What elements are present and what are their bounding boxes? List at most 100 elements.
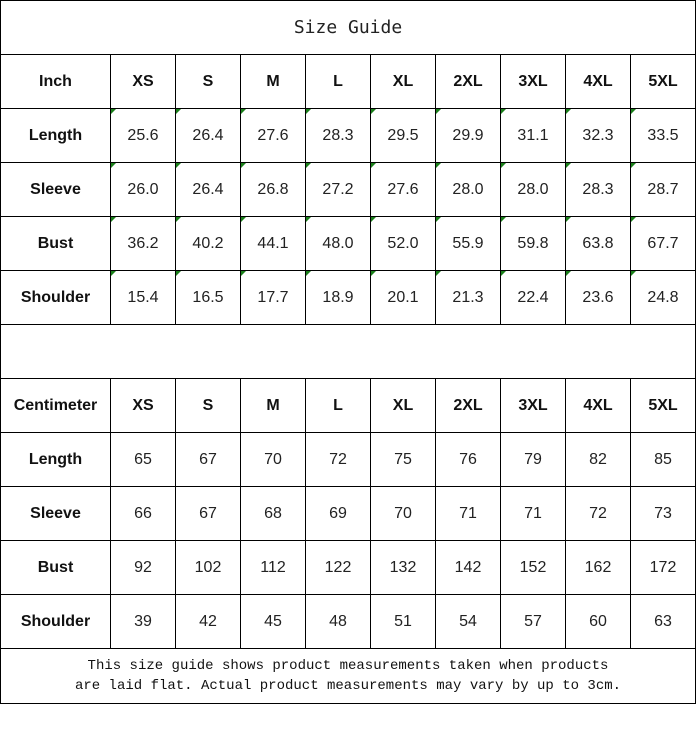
measurement-value: 79 xyxy=(500,432,566,487)
measurement-value-text: 26.0 xyxy=(127,180,159,198)
measurement-value-text: 20.1 xyxy=(387,288,419,306)
footnote-line: are laid flat. Actual product measuremen… xyxy=(74,678,622,694)
measurement-value-text: 132 xyxy=(389,558,417,576)
size-header-3xl: 3XL xyxy=(500,54,566,109)
size-header-4xl-text: 4XL xyxy=(583,396,613,414)
blank-spacer xyxy=(0,324,696,379)
size-header-xs-text: XS xyxy=(132,396,154,414)
measurement-value: 60 xyxy=(565,594,631,649)
size-header-2xl: 2XL xyxy=(435,54,501,109)
size-header-l: L xyxy=(305,378,371,433)
text-number-indicator-icon xyxy=(631,163,636,168)
text-number-indicator-icon xyxy=(631,217,636,222)
measurement-value: 75 xyxy=(370,432,436,487)
measurement-value-text: 48.0 xyxy=(322,234,354,252)
measurement-value: 70 xyxy=(370,486,436,541)
text-number-indicator-icon xyxy=(436,217,441,222)
measurement-value: 15.4 xyxy=(110,270,176,325)
size-header-s: S xyxy=(175,378,241,433)
measurement-value-text: 17.7 xyxy=(257,288,289,306)
table-row: Shoulder 39 42 45 48 51 54 57 60 63 xyxy=(0,594,696,649)
measurement-label: Shoulder xyxy=(0,270,111,325)
measurement-label: Sleeve xyxy=(0,162,111,217)
measurement-value-text: 152 xyxy=(519,558,547,576)
table-row: Sleeve 66 67 68 69 70 71 71 72 73 xyxy=(0,486,696,541)
page-title: Size Guide xyxy=(0,0,696,55)
measurement-value-text: 112 xyxy=(260,558,286,576)
measurement-value-text: 15.4 xyxy=(127,288,159,306)
size-header-l-text: L xyxy=(333,396,343,414)
measurement-value-text: 28.3 xyxy=(322,126,354,144)
text-number-indicator-icon xyxy=(241,109,246,114)
text-number-indicator-icon xyxy=(631,109,636,114)
measurement-value-text: 45 xyxy=(264,612,282,630)
measurement-value-text: 29.9 xyxy=(452,126,484,144)
size-header-xs-text: XS xyxy=(132,72,154,90)
text-number-indicator-icon xyxy=(436,163,441,168)
size-header-m: M xyxy=(240,54,306,109)
text-number-indicator-icon xyxy=(371,271,376,276)
text-number-indicator-icon xyxy=(111,109,116,114)
unit-label-text: Inch xyxy=(39,72,72,90)
text-number-indicator-icon xyxy=(501,217,506,222)
measurement-value-text: 25.6 xyxy=(127,126,159,144)
size-header-3xl-text: 3XL xyxy=(518,396,548,414)
size-header-5xl: 5XL xyxy=(630,378,696,433)
table-row: Length 65 67 70 72 75 76 79 82 85 xyxy=(0,432,696,487)
measurement-value: 26.4 xyxy=(175,108,241,163)
measurement-value-text: 27.6 xyxy=(257,126,289,144)
measurement-value-text: 70 xyxy=(394,504,412,522)
measurement-label: Bust xyxy=(0,540,111,595)
measurement-value: 72 xyxy=(305,432,371,487)
measurement-value-text: 28.0 xyxy=(517,180,549,198)
unit-label-text: Centimeter xyxy=(13,396,98,414)
size-header-2xl-text: 2XL xyxy=(453,72,483,90)
measurement-value: 39 xyxy=(110,594,176,649)
size-guide-table: Size Guide Inch XS S M L XL 2XL 3XL 4XL 5XL Length 2… xyxy=(0,0,696,704)
measurement-value-text: 27.2 xyxy=(322,180,354,198)
size-header-3xl-text: 3XL xyxy=(518,72,548,90)
size-header-2xl-text: 2XL xyxy=(453,396,483,414)
measurement-value-text: 52.0 xyxy=(387,234,419,252)
measurement-value-text: 23.6 xyxy=(582,288,614,306)
measurement-value: 44.1 xyxy=(240,216,306,271)
text-number-indicator-icon xyxy=(111,217,116,222)
measurement-value: 28.7 xyxy=(630,162,696,217)
measurement-label-text: Shoulder xyxy=(20,288,91,306)
measurement-value-text: 44.1 xyxy=(257,234,289,252)
unit-label: Inch xyxy=(0,54,111,109)
measurement-value: 20.1 xyxy=(370,270,436,325)
size-header-4xl: 4XL xyxy=(565,378,631,433)
measurement-value-text: 65 xyxy=(134,450,152,468)
measurement-value-text: 60 xyxy=(589,612,607,630)
measurement-value: 32.3 xyxy=(565,108,631,163)
measurement-value-text: 26.4 xyxy=(192,180,224,198)
measurement-value-text: 73 xyxy=(654,504,672,522)
text-number-indicator-icon xyxy=(566,163,571,168)
measurement-value-text: 27.6 xyxy=(387,180,419,198)
title-row: Size Guide xyxy=(0,0,696,55)
measurement-value: 42 xyxy=(175,594,241,649)
measurement-value-text: 28.3 xyxy=(582,180,614,198)
table-row: Length 25.6 26.4 27.6 28.3 29.5 29.9 31.1 32.3 33… xyxy=(0,108,696,163)
measurement-value-text: 40.2 xyxy=(192,234,224,252)
measurement-value-text: 36.2 xyxy=(127,234,159,252)
measurement-value: 24.8 xyxy=(630,270,696,325)
size-header-3xl: 3XL xyxy=(500,378,566,433)
measurement-value: 67 xyxy=(175,486,241,541)
measurement-value: 21.3 xyxy=(435,270,501,325)
size-header-m: M xyxy=(240,378,306,433)
measurement-value: 69 xyxy=(305,486,371,541)
measurement-value-text: 22.4 xyxy=(517,288,549,306)
measurement-value: 70 xyxy=(240,432,306,487)
text-number-indicator-icon xyxy=(631,271,636,276)
text-number-indicator-icon xyxy=(306,217,311,222)
text-number-indicator-icon xyxy=(501,163,506,168)
text-number-indicator-icon xyxy=(371,217,376,222)
measurement-value: 51 xyxy=(370,594,436,649)
size-header-s-text: S xyxy=(202,396,214,414)
measurement-value-text: 26.8 xyxy=(257,180,289,198)
measurement-value: 28.3 xyxy=(565,162,631,217)
measurement-value-text: 54 xyxy=(459,612,477,630)
measurement-value-text: 162 xyxy=(584,558,612,576)
